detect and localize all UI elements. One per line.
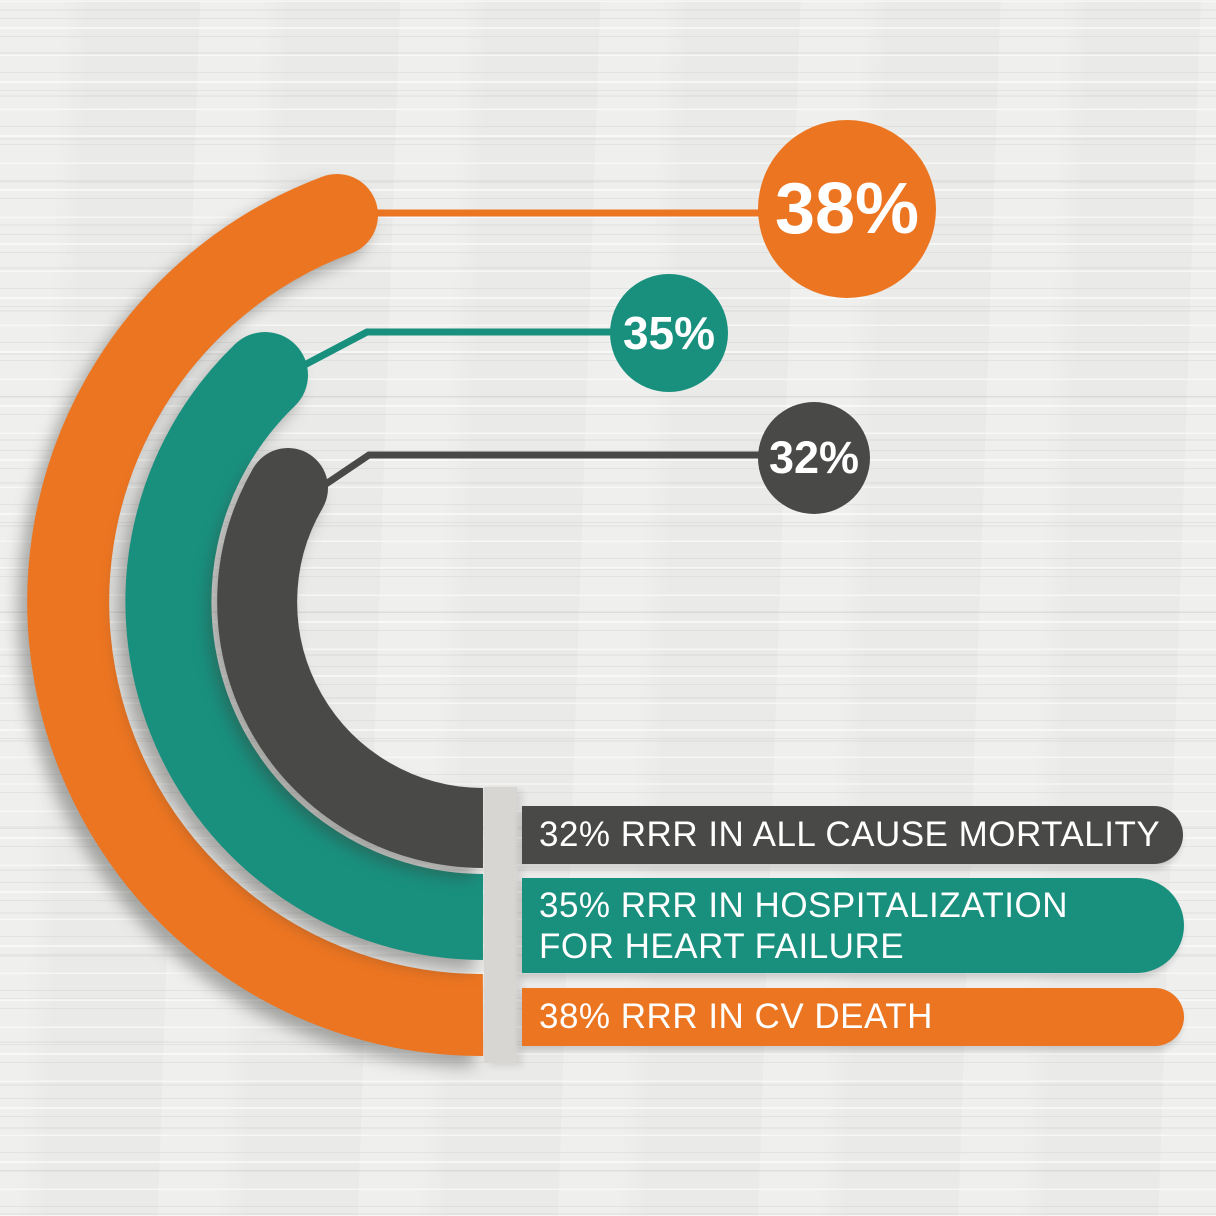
callout-circle-cv-death: 38% — [758, 120, 936, 298]
ring-hhf-arc — [125, 344, 484, 960]
divider-strip — [484, 787, 517, 1063]
legend-bar-cv-death: 38% RRR IN CV DEATH — [522, 988, 1184, 1046]
callout-value-cv-death: 38% — [774, 169, 920, 249]
legend-bar-mortality-text: 32% RRR IN ALL CAUSE MORTALITY — [539, 815, 1161, 854]
callout-value-hhf: 35% — [622, 307, 716, 359]
ring-hhf-cap — [222, 332, 308, 418]
legend-bar-cv-death-text: 38% RRR IN CV DEATH — [539, 997, 933, 1036]
legend-bar-all-cause-mortality: 32% RRR IN ALL CAUSE MORTALITY — [522, 806, 1183, 864]
legend-bar-hhf-text-line1: 35% RRR IN HOSPITALIZATION — [539, 885, 1069, 925]
ring-cv-death-arc — [27, 176, 484, 1057]
callout-circle-mortality: 32% — [758, 402, 870, 514]
legend-bar-hospitalization-heart-failure: 35% RRR IN HOSPITALIZATION FOR HEART FAI… — [522, 878, 1184, 973]
connector-hhf-line — [293, 328, 618, 374]
legend-bar-hhf-text-line2: FOR HEART FAILURE — [539, 926, 905, 966]
callout-circle-hhf: 35% — [610, 274, 728, 392]
connector-mortality-line — [318, 451, 768, 491]
ring-cv-death-cap — [296, 174, 378, 256]
ring-mortality-cap — [248, 448, 328, 528]
callout-value-mortality: 32% — [768, 432, 860, 483]
ring-mortality-arc — [217, 467, 484, 868]
